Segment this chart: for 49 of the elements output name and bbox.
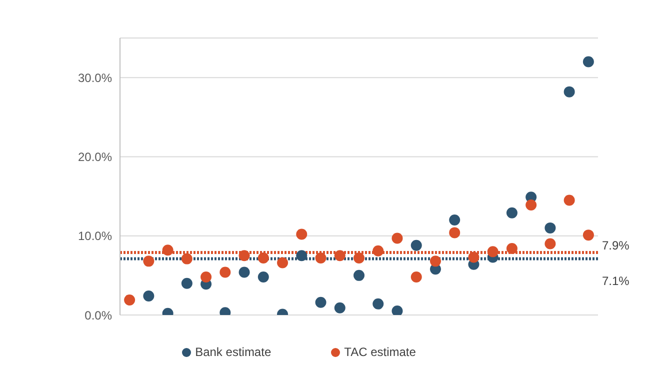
point	[564, 194, 575, 206]
point	[526, 199, 537, 210]
point	[506, 243, 518, 254]
point	[564, 86, 575, 98]
point	[162, 244, 174, 256]
point	[544, 222, 556, 234]
point	[277, 257, 288, 268]
point	[143, 290, 154, 302]
ref-line-label: 7.9%	[602, 238, 630, 252]
point	[354, 252, 364, 264]
point	[334, 250, 346, 262]
point	[372, 298, 384, 310]
point	[449, 227, 460, 238]
legend-label: Bank estimate	[195, 345, 272, 359]
point	[430, 256, 441, 267]
point	[372, 245, 384, 256]
y-tick-label: 30.0%	[78, 70, 112, 85]
point	[582, 56, 594, 68]
point	[296, 228, 308, 240]
point	[354, 270, 364, 281]
point	[468, 252, 480, 263]
point	[181, 278, 192, 289]
y-tick-label: 20.0%	[78, 150, 112, 164]
point	[582, 230, 594, 241]
point	[392, 232, 403, 244]
point	[315, 252, 326, 264]
point	[181, 253, 192, 264]
y-tick-label: 10.0%	[78, 229, 112, 244]
point	[449, 214, 460, 226]
point	[506, 207, 518, 218]
point	[238, 266, 250, 278]
point	[392, 306, 403, 315]
point	[296, 250, 308, 262]
point	[258, 252, 269, 264]
point	[238, 250, 250, 262]
point	[258, 272, 269, 283]
point	[143, 256, 154, 267]
point	[487, 246, 498, 258]
point	[410, 272, 422, 283]
point	[334, 302, 346, 314]
y-tick-label: 0.0%	[84, 308, 112, 322]
point	[315, 296, 326, 308]
ref-line-label: 7.1%	[602, 274, 630, 288]
point	[410, 240, 422, 251]
point	[544, 238, 556, 250]
point	[124, 294, 136, 306]
point	[200, 272, 212, 283]
legend-label: TAC estimate	[344, 345, 416, 359]
point	[220, 266, 231, 278]
